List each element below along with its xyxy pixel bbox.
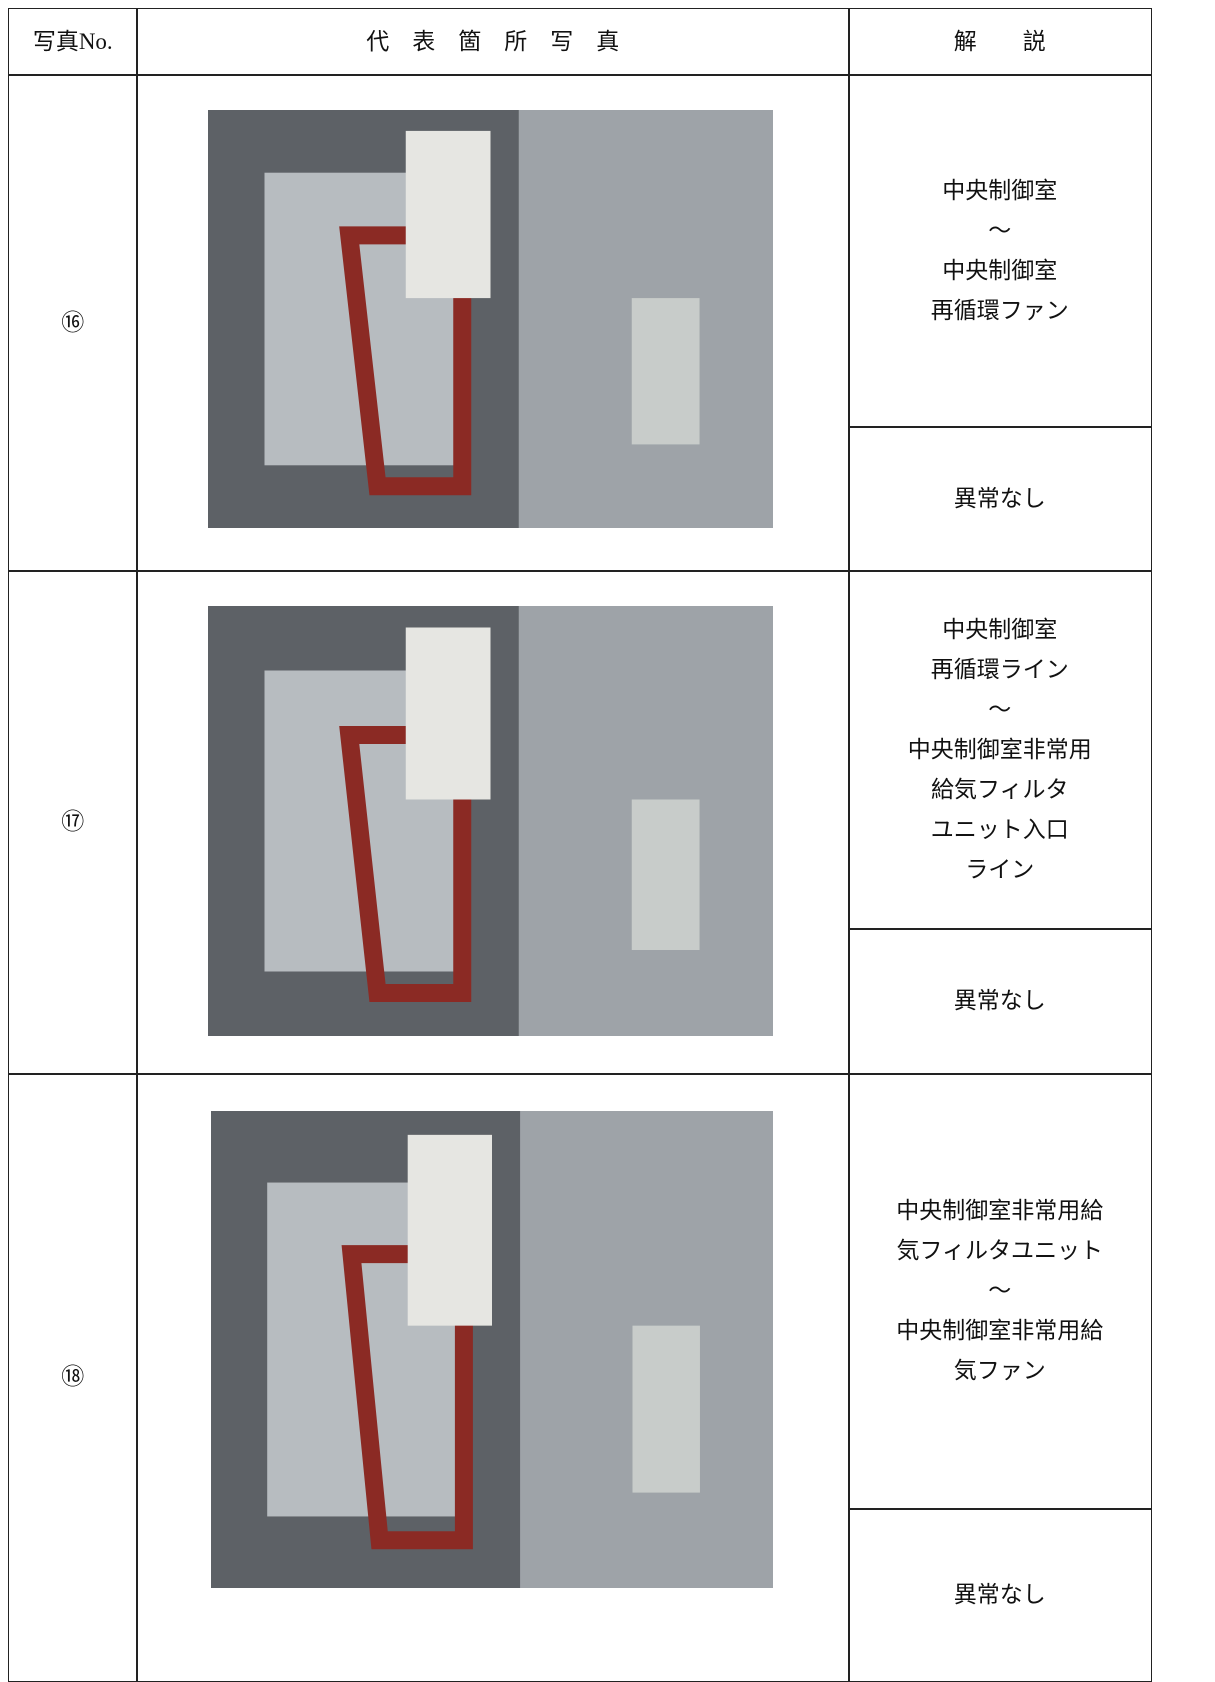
photo-header: 代 表 箇 所 写 真	[136, 8, 850, 76]
description-line: ユニット入口	[930, 816, 1069, 842]
photo-cell	[136, 74, 850, 572]
description-line: 再循環ライン	[930, 656, 1069, 682]
result: 異常なし	[848, 1508, 1152, 1682]
photo-number: ⑰	[8, 570, 138, 1075]
description-line: ライン	[965, 856, 1035, 882]
description-line: 中央制御室	[942, 177, 1058, 203]
description-line: 再循環ファン	[930, 297, 1069, 323]
description-line: 気ファン	[953, 1358, 1046, 1384]
photo	[208, 110, 773, 528]
description-line: ～	[988, 217, 1012, 243]
description-line: ～	[988, 1278, 1012, 1304]
description-line: 中央制御室非常用給	[896, 1198, 1104, 1224]
description-line: 気フィルタユニット	[896, 1238, 1104, 1264]
photo-number: ⑱	[8, 1073, 138, 1682]
result: 異常なし	[848, 928, 1152, 1075]
description-line: 中央制御室非常用給	[896, 1318, 1104, 1344]
photo-no-header: 写真No.	[8, 8, 138, 76]
description: 中央制御室 ～ 中央制御室再循環ファン	[848, 74, 1152, 428]
description-line: 中央制御室	[942, 616, 1058, 642]
description: 中央制御室再循環ライン ～ 中央制御室非常用 給気フィルタ ユニット入口 ライン	[848, 570, 1152, 930]
description-line: 中央制御室	[942, 257, 1058, 283]
result: 異常なし	[848, 426, 1152, 572]
photo-cell	[136, 570, 850, 1075]
description-line: 中央制御室非常用	[907, 736, 1092, 762]
photo	[211, 1111, 773, 1588]
photo	[208, 606, 773, 1036]
description: 中央制御室非常用給 気フィルタユニット ～ 中央制御室非常用給 気ファン	[848, 1073, 1152, 1510]
description-line: 給気フィルタ	[930, 776, 1069, 802]
description-line: ～	[988, 696, 1012, 722]
comment-header: 解 説	[848, 8, 1152, 76]
photo-number: ⑯	[8, 74, 138, 572]
